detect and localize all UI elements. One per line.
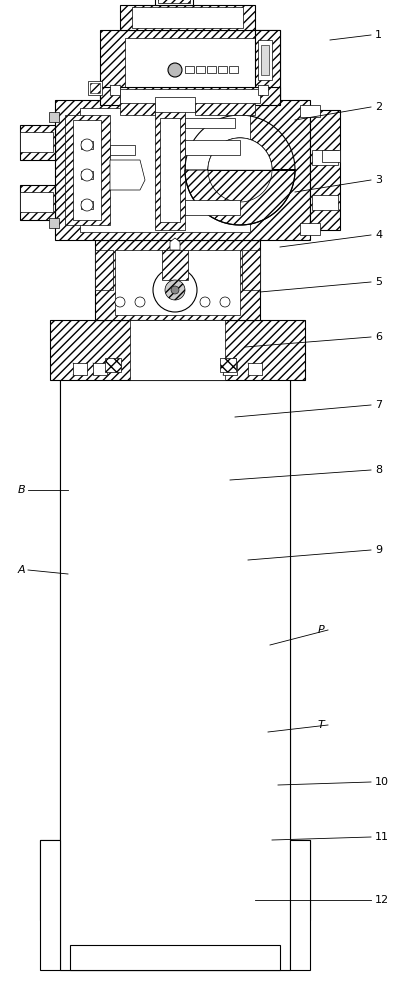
Bar — [60, 360, 290, 970]
Text: 10: 10 — [375, 777, 389, 787]
Bar — [185, 140, 240, 155]
Polygon shape — [105, 358, 121, 372]
Bar — [185, 118, 235, 128]
Bar — [20, 192, 53, 212]
Circle shape — [171, 286, 179, 294]
Circle shape — [165, 280, 185, 300]
Circle shape — [81, 199, 93, 211]
Bar — [162, 250, 188, 280]
Bar — [20, 125, 55, 160]
Bar — [155, 110, 185, 230]
Bar — [49, 112, 59, 122]
Bar — [73, 363, 87, 375]
Bar — [261, 45, 269, 75]
Text: 7: 7 — [375, 400, 382, 410]
Text: 2: 2 — [375, 102, 382, 112]
Bar — [120, 5, 255, 30]
Bar — [88, 81, 102, 95]
Bar — [132, 7, 243, 28]
Bar — [155, 97, 195, 112]
Bar — [20, 185, 55, 220]
Bar — [300, 105, 320, 117]
Bar — [100, 87, 280, 105]
Text: 4: 4 — [375, 230, 382, 240]
Bar — [229, 66, 238, 73]
Bar — [242, 250, 260, 290]
Bar — [207, 66, 216, 73]
Bar — [115, 250, 240, 315]
Circle shape — [200, 297, 210, 307]
Circle shape — [220, 297, 230, 307]
Bar — [90, 83, 100, 93]
Text: 11: 11 — [375, 832, 389, 842]
Bar — [120, 97, 155, 115]
Circle shape — [153, 268, 197, 312]
Bar — [95, 250, 113, 290]
Bar — [162, 93, 192, 105]
Bar — [110, 85, 120, 95]
Polygon shape — [110, 160, 145, 190]
Text: T: T — [318, 720, 325, 730]
Bar — [196, 66, 205, 73]
Circle shape — [81, 169, 93, 181]
Bar — [125, 38, 255, 92]
Bar — [81, 141, 93, 149]
Bar — [20, 132, 53, 152]
Bar — [255, 30, 280, 100]
Bar — [100, 30, 280, 100]
Bar — [158, 0, 190, 3]
Bar — [310, 110, 340, 230]
Polygon shape — [220, 358, 236, 372]
Bar — [55, 100, 310, 240]
Bar — [160, 118, 180, 222]
Bar — [73, 120, 101, 220]
Bar — [195, 97, 255, 115]
Polygon shape — [185, 138, 295, 225]
Bar — [218, 66, 227, 73]
Circle shape — [115, 297, 125, 307]
Bar — [312, 195, 338, 210]
Text: P: P — [318, 625, 325, 635]
Bar — [81, 201, 93, 209]
Text: 8: 8 — [375, 465, 382, 475]
Text: 12: 12 — [375, 895, 389, 905]
Bar — [300, 223, 320, 235]
Polygon shape — [208, 138, 272, 170]
Polygon shape — [170, 238, 180, 250]
Bar — [65, 115, 110, 225]
Circle shape — [81, 139, 93, 151]
Text: 5: 5 — [375, 277, 382, 287]
Bar — [40, 840, 60, 970]
Polygon shape — [110, 145, 135, 155]
Circle shape — [135, 297, 145, 307]
Text: B: B — [18, 485, 25, 495]
Polygon shape — [40, 360, 310, 970]
Bar — [50, 320, 305, 380]
Bar — [185, 200, 240, 215]
Text: A: A — [18, 565, 25, 575]
Bar — [248, 363, 262, 375]
Bar — [130, 320, 225, 380]
Text: 1: 1 — [375, 30, 382, 40]
Text: 9: 9 — [375, 545, 382, 555]
Bar — [120, 89, 260, 103]
Bar — [185, 66, 194, 73]
Bar — [70, 945, 280, 970]
Bar — [258, 85, 268, 95]
Bar — [223, 363, 237, 375]
Bar — [258, 40, 272, 80]
Bar — [290, 840, 310, 970]
Bar — [80, 108, 250, 232]
Bar — [312, 150, 338, 165]
Bar — [155, 0, 193, 5]
Bar — [93, 363, 107, 375]
Bar — [322, 150, 340, 162]
Bar — [95, 240, 260, 320]
Text: 6: 6 — [375, 332, 382, 342]
Circle shape — [168, 63, 182, 77]
Bar — [49, 218, 59, 228]
Bar — [81, 171, 93, 179]
Text: 3: 3 — [375, 175, 382, 185]
